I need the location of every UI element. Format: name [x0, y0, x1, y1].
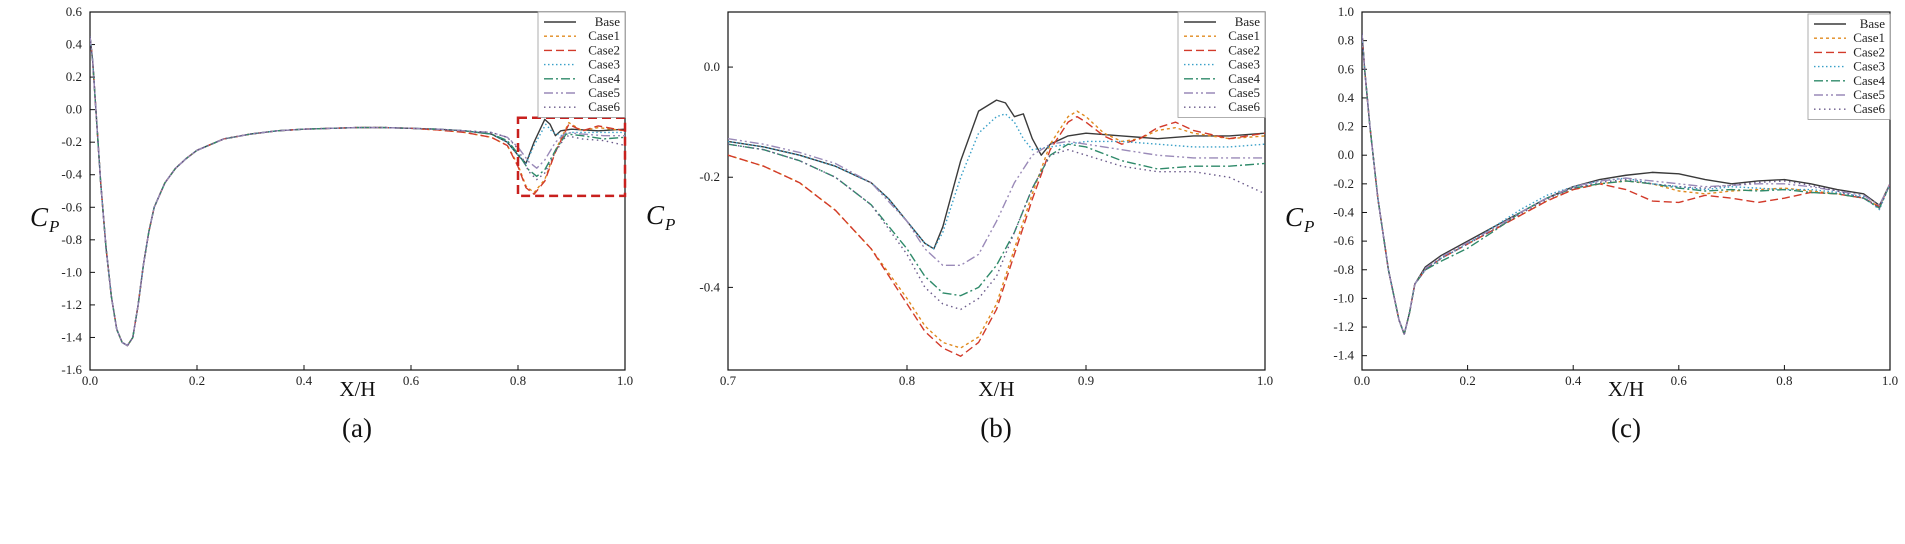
legend-label-base-b: Base	[1235, 14, 1261, 29]
y-tick-label-a: 0.0	[66, 102, 82, 117]
x-axis-title-a: X/H	[339, 377, 375, 401]
legend-label-case3-a: Case3	[588, 57, 620, 72]
series-line-case1-a	[90, 36, 625, 347]
legend-label-case4-c: Case4	[1853, 73, 1885, 88]
panel-b: 0.7 0.8 0.9 1.00.0-0.2-0.4BaseCase1Case2Cas…	[646, 11, 1273, 443]
panel-caption-b: (b)	[980, 413, 1011, 443]
y-tick-label-c: 1.0	[1338, 4, 1354, 19]
y-tick-label-a: -0.8	[61, 232, 82, 247]
panel-a: 0.0 0.2 0.4 0.6 0.8 1.0 0.6 0.4 0.2 0.0 -0.2 -0.4 -0…	[30, 4, 633, 443]
legend-label-case5-b: Case5	[1228, 85, 1260, 100]
zoom-box-a	[516, 116, 627, 198]
series-line-case1-b	[728, 110, 1265, 349]
series-line-case2-b	[728, 115, 1265, 357]
series-line-case5-b	[728, 137, 1265, 267]
legend-label-case2-c: Case2	[1853, 44, 1885, 59]
legend-label-case2-a: Case2	[588, 42, 620, 57]
y-tick-label-a: 0.6	[66, 4, 83, 19]
x-tick-label-b: 0.7	[720, 373, 737, 388]
y-tick-label-a: -0.6	[61, 199, 82, 214]
panel-caption-a: (a)	[342, 413, 372, 443]
x-tick-label-c: 1.0	[1882, 373, 1898, 388]
legend-box-c	[1807, 13, 1891, 120]
plot-frame-b	[727, 11, 1266, 371]
x-tick-label-c: 0.0	[1354, 373, 1370, 388]
y-axis-title-c: CP	[1285, 202, 1314, 236]
panel-c: 0.0 0.2 0.4 0.6 0.8 1.0 1.0 0.8 0.6 0.4 0.2 0.0 -0.2…	[1285, 4, 1898, 443]
legend-label-case3-b: Case3	[1228, 57, 1260, 72]
plot-frame-a	[89, 11, 626, 371]
y-tick-label-c: -1.4	[1333, 348, 1354, 363]
y-tick-label-a: -1.0	[61, 264, 82, 279]
y-tick-label-c: -1.0	[1333, 290, 1354, 305]
x-axis-title-c: X/H	[1608, 377, 1644, 401]
legend-label-case5-c: Case5	[1853, 87, 1885, 102]
series-line-case3-b	[728, 113, 1265, 250]
legend-label-case1-c: Case1	[1853, 30, 1885, 45]
legend-label-case1-a: Case1	[588, 28, 620, 43]
x-tick-label-a: 0.2	[189, 373, 205, 388]
x-tick-label-c: 0.2	[1459, 373, 1475, 388]
legend-label-case5-a: Case5	[588, 85, 620, 100]
y-tick-label-a: -1.2	[61, 297, 82, 312]
legend-label-case1-b: Case1	[1228, 28, 1260, 43]
y-axis-title-b: CP	[646, 200, 675, 234]
y-tick-label-a: -0.4	[61, 167, 82, 182]
x-tick-label-a: 0.6	[403, 373, 420, 388]
y-tick-label-c: -0.6	[1333, 233, 1354, 248]
y-tick-label-a: -0.2	[61, 134, 82, 149]
panel-caption-c: (c)	[1611, 413, 1641, 443]
y-tick-label-a: -1.6	[61, 362, 82, 377]
y-tick-label-c: -1.2	[1333, 319, 1354, 334]
x-tick-label-a: 1.0	[617, 373, 633, 388]
series-line-case4-b	[728, 143, 1265, 297]
legend-label-case2-b: Case2	[1228, 42, 1260, 57]
series-line-base-b	[728, 99, 1265, 250]
series-line-case6-a	[90, 36, 625, 347]
y-tick-label-a: -1.4	[61, 329, 82, 344]
legend-label-case3-c: Case3	[1853, 59, 1885, 74]
legend-label-base-a: Base	[595, 14, 621, 29]
x-tick-label-b: 0.8	[899, 373, 915, 388]
y-tick-label-b: -0.4	[699, 279, 720, 294]
x-tick-label-a: 0.0	[82, 373, 98, 388]
x-tick-label-b: 1.0	[1257, 373, 1273, 388]
series-line-case6-b	[728, 143, 1265, 311]
y-tick-label-b: -0.2	[699, 169, 720, 184]
y-tick-label-c: -0.2	[1333, 176, 1354, 191]
legend-label-case6-a: Case6	[588, 99, 620, 114]
legend-label-case4-b: Case4	[1228, 71, 1260, 86]
series-line-case5-c	[1362, 33, 1890, 335]
x-tick-label-c: 0.6	[1671, 373, 1688, 388]
legend-label-case6-b: Case6	[1228, 99, 1260, 114]
y-tick-label-b: 0.0	[704, 59, 720, 74]
y-tick-label-c: 0.2	[1338, 119, 1354, 134]
y-tick-label-c: 0.6	[1338, 61, 1355, 76]
y-tick-label-c: 0.0	[1338, 147, 1354, 162]
x-tick-label-a: 0.4	[296, 373, 313, 388]
legend-label-case4-a: Case4	[588, 71, 620, 86]
x-tick-label-c: 0.4	[1565, 373, 1582, 388]
y-axis-title-a: CP	[30, 202, 59, 236]
y-tick-label-c: 0.8	[1338, 33, 1354, 48]
legend-label-base-c: Base	[1860, 16, 1886, 31]
y-tick-label-a: 0.2	[66, 69, 82, 84]
y-tick-label-c: -0.4	[1333, 204, 1354, 219]
y-tick-label-c: 0.4	[1338, 90, 1355, 105]
x-axis-title-b: X/H	[978, 377, 1014, 401]
x-tick-label-b: 0.9	[1078, 373, 1094, 388]
plot-frame-c	[1361, 11, 1891, 371]
legend-label-case6-c: Case6	[1853, 101, 1885, 116]
x-tick-label-c: 0.8	[1776, 373, 1792, 388]
x-tick-label-a: 0.8	[510, 373, 526, 388]
y-tick-label-c: -0.8	[1333, 262, 1354, 277]
y-tick-label-a: 0.4	[66, 37, 83, 52]
